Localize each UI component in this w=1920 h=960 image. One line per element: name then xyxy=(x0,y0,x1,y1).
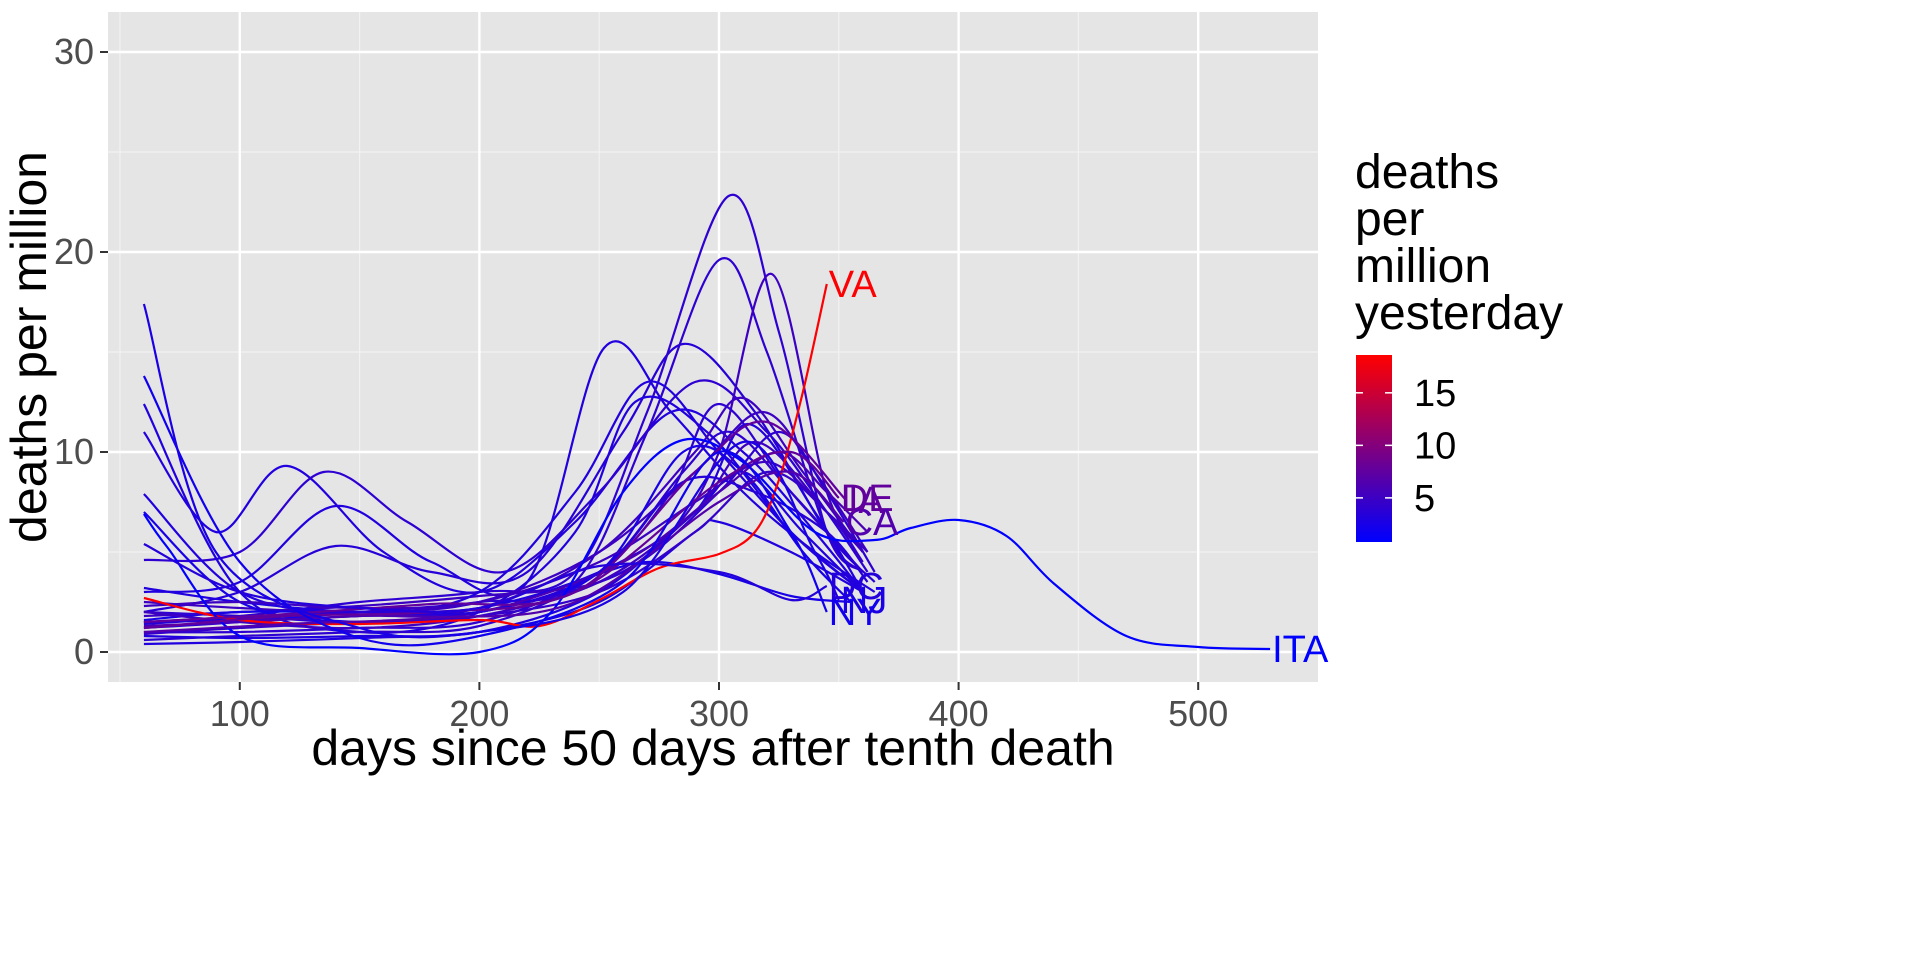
series-end-label: NY xyxy=(829,592,882,634)
legend-tick-label: 10 xyxy=(1414,425,1456,467)
series-lines xyxy=(142,193,1271,656)
legend-title-line: yesterday xyxy=(1355,287,1563,340)
series-line xyxy=(143,543,828,613)
series-line xyxy=(143,444,852,624)
y-tick-label: 0 xyxy=(74,631,94,672)
legend-colorbar xyxy=(1356,355,1392,542)
series-line xyxy=(143,340,876,597)
series-line xyxy=(142,375,828,647)
legend-title-line: deaths xyxy=(1355,146,1499,199)
major-gridlines xyxy=(108,12,1318,682)
x-tick-label: 200 xyxy=(449,693,509,734)
series-end-label: DE xyxy=(841,478,894,520)
series-line xyxy=(143,420,847,624)
y-tick-label: 10 xyxy=(54,431,94,472)
y-axis-title: deaths per million xyxy=(1,151,57,543)
series-end-label: IA xyxy=(848,480,885,522)
x-tick-label: 400 xyxy=(929,693,989,734)
series-end-label: VA xyxy=(829,264,878,306)
series-line xyxy=(143,470,864,636)
x-axis-title: days since 50 days after tenth death xyxy=(311,720,1114,776)
x-tick-label: 100 xyxy=(210,693,270,734)
legend-tick-label: 5 xyxy=(1414,478,1435,520)
x-tick-label: 300 xyxy=(689,693,749,734)
legend-tick-label: 15 xyxy=(1414,373,1456,415)
series-line xyxy=(143,342,876,614)
series-end-label: NJ xyxy=(841,580,887,622)
y-tick-label: 30 xyxy=(54,31,94,72)
legend-title-line: million xyxy=(1355,240,1491,293)
x-tick-label: 500 xyxy=(1168,693,1228,734)
series-end-label: ITA xyxy=(1272,629,1329,671)
series-line xyxy=(142,303,840,639)
series-line xyxy=(143,470,845,634)
series-line xyxy=(143,408,864,594)
minor-gridlines xyxy=(108,12,1318,682)
series-line xyxy=(142,437,1271,656)
series-end-label: CA xyxy=(846,502,899,544)
axes: 100 200 300 400 500 0 10 20 30 xyxy=(54,31,1228,734)
y-tick-label: 20 xyxy=(54,231,94,272)
legend-title-line: per xyxy=(1355,193,1424,246)
plot-panel xyxy=(108,12,1318,682)
series-end-label: DC xyxy=(829,566,884,608)
color-legend: deaths per million yesterday 5 10 15 xyxy=(1355,146,1563,542)
